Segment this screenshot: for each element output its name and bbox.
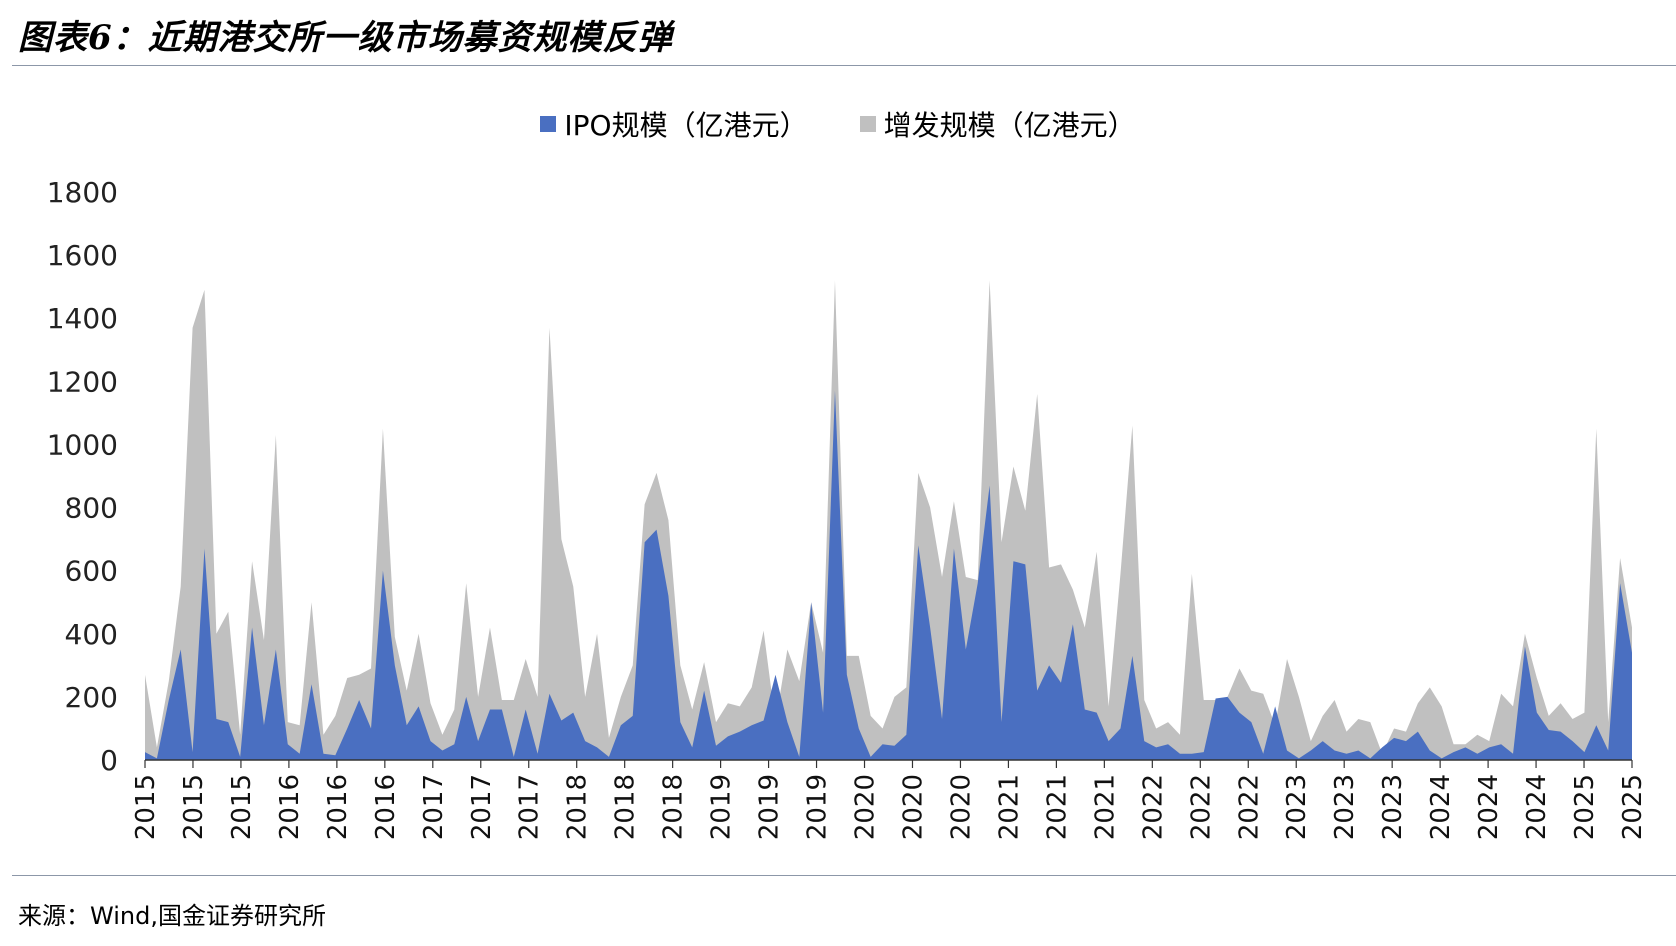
y-tick-label: 1200 (47, 365, 118, 398)
x-tick-label: 2025 (1570, 774, 1600, 840)
x-tick-label: 2018 (659, 774, 689, 840)
x-tick-label: 2015 (131, 774, 161, 840)
x-tick-label: 2022 (1138, 774, 1168, 840)
x-tick-label: 2019 (803, 774, 833, 840)
y-tick-label: 0 (100, 744, 118, 777)
page-title: 图表6：近期港交所一级市场募资规模反弹 (18, 18, 673, 58)
x-tick-label: 2024 (1474, 774, 1504, 840)
y-tick-label: 1800 (47, 176, 118, 209)
source-note: 来源：Wind,国金证券研究所 (18, 902, 326, 930)
x-tick-label: 2018 (611, 774, 641, 840)
legend-item-placement: 增发规模（亿港元） (859, 104, 1136, 144)
chart-legend: IPO规模（亿港元） 增发规模（亿港元） (0, 104, 1676, 144)
y-tick-label: 1600 (47, 239, 118, 272)
x-tick-label: 2023 (1282, 774, 1312, 840)
x-tick-label: 2018 (563, 774, 593, 840)
y-tick-label: 800 (65, 492, 118, 525)
x-tick-label: 2016 (323, 774, 353, 840)
legend-swatch-placement (859, 116, 876, 132)
x-tick-label: 2017 (515, 774, 545, 840)
legend-label-ipo: IPO规模（亿港元） (564, 109, 808, 142)
y-tick-label: 1400 (47, 302, 118, 335)
x-tick-label: 2017 (419, 774, 449, 840)
legend-label-placement: 增发规模（亿港元） (883, 109, 1136, 142)
x-tick-label: 2015 (179, 774, 209, 840)
bottom-divider (12, 875, 1676, 876)
y-tick-label: 400 (65, 618, 118, 651)
x-tick-label: 2025 (1618, 774, 1648, 840)
x-tick-label: 2023 (1330, 774, 1360, 840)
series-area-placement (145, 280, 1632, 760)
x-tick-label: 2022 (1234, 774, 1264, 840)
legend-swatch-ipo (540, 116, 557, 132)
x-tick-label: 2020 (851, 774, 881, 840)
y-tick-label: 600 (65, 555, 118, 588)
x-tick-label: 2016 (275, 774, 305, 840)
x-tick-label: 2024 (1426, 774, 1456, 840)
x-tick-label: 2017 (467, 774, 497, 840)
x-tick-label: 2023 (1378, 774, 1408, 840)
legend-item-ipo: IPO规模（亿港元） (540, 104, 808, 144)
x-tick-label: 2021 (1042, 774, 1072, 840)
x-tick-label: 2024 (1522, 774, 1552, 840)
x-tick-label: 2020 (898, 774, 928, 840)
x-tick-label: 2021 (994, 774, 1024, 840)
x-tick-label: 2022 (1186, 774, 1216, 840)
x-tick-label: 2019 (707, 774, 737, 840)
y-tick-label: 200 (65, 681, 118, 714)
x-tick-label: 2019 (755, 774, 785, 840)
x-tick-label: 2016 (371, 774, 401, 840)
x-tick-label: 2020 (946, 774, 976, 840)
y-tick-label: 1000 (47, 428, 118, 461)
x-tick-label: 2021 (1090, 774, 1120, 840)
top-divider (12, 65, 1676, 66)
x-tick-label: 2015 (227, 774, 257, 840)
